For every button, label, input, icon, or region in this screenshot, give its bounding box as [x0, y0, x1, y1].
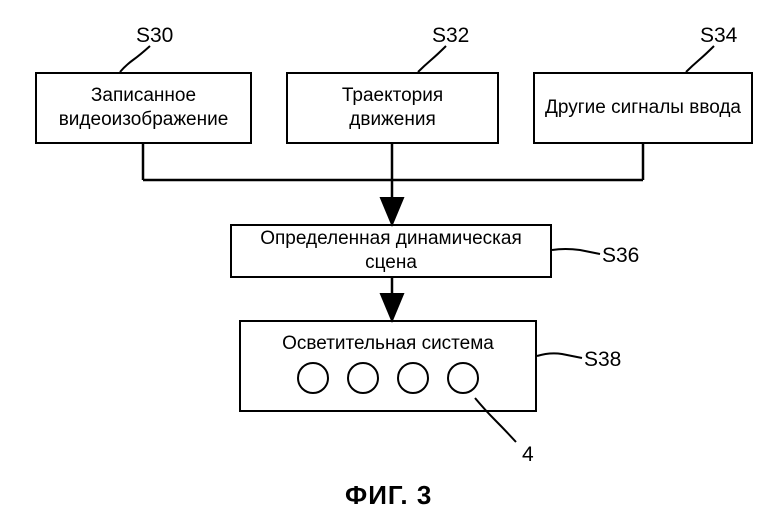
box-s38-text: Осветительная система [282, 332, 494, 356]
s38-circle-1 [297, 362, 329, 394]
box-s30: Записанное видеоизображение [35, 72, 252, 144]
label-s38: S38 [584, 348, 621, 372]
label-s34: S34 [700, 24, 737, 48]
label-s30: S30 [136, 24, 173, 48]
box-s34-text: Другие сигналы ввода [545, 96, 741, 120]
s38-circle-4 [447, 362, 479, 394]
label-s32: S32 [432, 24, 469, 48]
box-s36-text: Определенная динамическая сцена [240, 227, 542, 275]
box-s38: Осветительная система [239, 320, 537, 412]
s38-circles [297, 362, 479, 394]
box-s30-text: Записанное видеоизображение [45, 84, 242, 132]
s38-circle-2 [347, 362, 379, 394]
label-s36: S36 [602, 244, 639, 268]
s38-circle-3 [397, 362, 429, 394]
box-s34: Другие сигналы ввода [533, 72, 753, 144]
box-s32-text: Траектория движения [296, 84, 489, 132]
figure-caption: ФИГ. 3 [345, 480, 432, 511]
label-circle-4: 4 [522, 443, 534, 467]
box-s36: Определенная динамическая сцена [230, 224, 552, 278]
box-s32: Траектория движения [286, 72, 499, 144]
